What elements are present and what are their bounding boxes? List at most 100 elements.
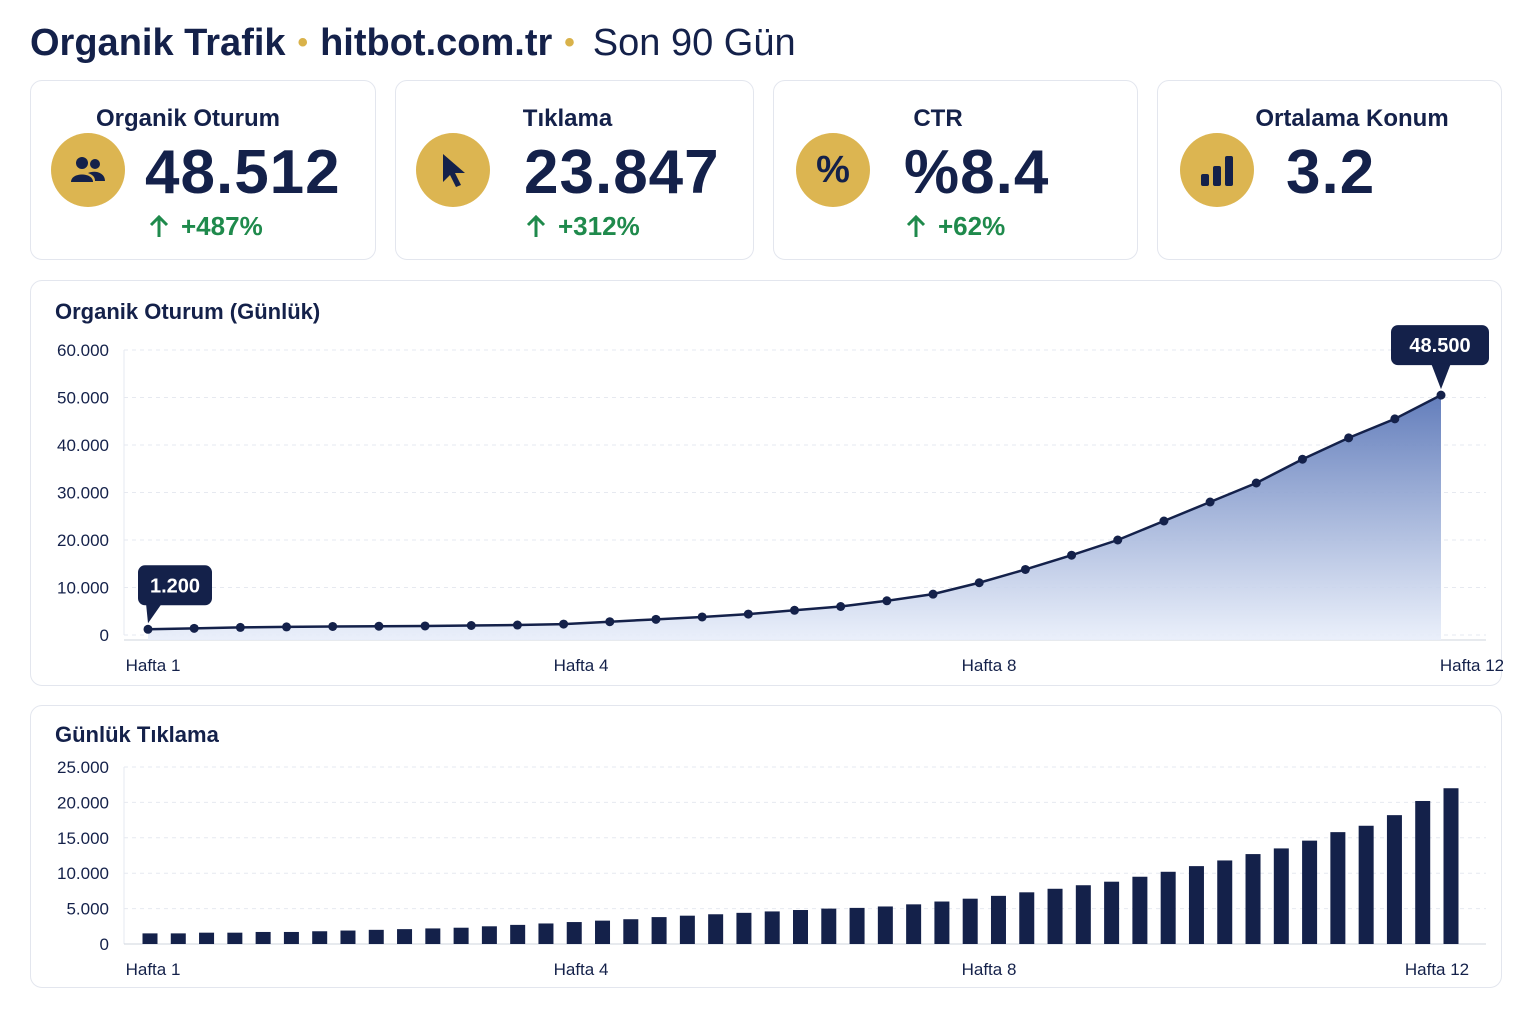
bar xyxy=(1386,815,1402,944)
data-point xyxy=(836,602,846,611)
bar xyxy=(623,919,639,944)
bar xyxy=(1358,825,1374,944)
bar xyxy=(1104,881,1120,944)
data-point xyxy=(928,589,938,599)
bar xyxy=(453,927,469,944)
y-tick-label: 50.000 xyxy=(57,389,109,408)
data-point xyxy=(1436,390,1446,400)
kpi-change-text: +312% xyxy=(558,211,640,241)
x-tick-label: Hafta 8 xyxy=(962,960,1017,979)
bar xyxy=(990,895,1006,944)
bar xyxy=(934,901,950,944)
bar xyxy=(1302,840,1318,944)
data-point xyxy=(1020,564,1030,574)
x-tick-label: Hafta 1 xyxy=(126,960,181,979)
sessions-line-chart: 0 10.000 20.000 30.000 40.000 50.000 60.000 Haf… xyxy=(57,325,1503,675)
bar xyxy=(425,928,441,944)
callout-label: 48.500 xyxy=(1409,335,1470,357)
bar xyxy=(906,904,922,944)
data-point xyxy=(1205,497,1215,507)
data-point xyxy=(1390,414,1400,424)
percent-icon: % xyxy=(796,133,870,207)
cursor-icon xyxy=(416,133,490,207)
bar xyxy=(1415,800,1431,944)
x-tick-label: Hafta 12 xyxy=(1405,960,1469,979)
kpi-card-organic-sessions: Organik Oturum 48.512 +487% xyxy=(30,80,376,260)
data-point xyxy=(790,605,799,615)
bar xyxy=(1160,871,1176,944)
bar xyxy=(793,910,808,944)
data-point xyxy=(235,622,245,632)
data-point xyxy=(282,622,292,632)
x-tick-label: Hafta 8 xyxy=(962,656,1017,675)
arrow-up-icon xyxy=(149,214,169,237)
bar xyxy=(227,932,243,944)
kpi-value: %8.4 xyxy=(904,138,1050,207)
data-point xyxy=(1344,433,1354,443)
bar xyxy=(142,933,158,944)
title-text: Organik Trafik xyxy=(30,21,286,64)
bar xyxy=(481,926,497,944)
clicks-bar-chart: 0 5.000 10.000 15.000 20.000 25.000 Hafta 1 Haf… xyxy=(57,758,1486,979)
data-point xyxy=(374,621,384,631)
kpi-change: +62% xyxy=(906,211,1005,242)
y-tick-label: 60.000 xyxy=(57,341,109,360)
value-callout: 1.200 xyxy=(138,565,212,624)
separator-dot: • xyxy=(297,26,309,59)
kpi-value: 3.2 xyxy=(1286,138,1376,207)
data-point xyxy=(743,609,753,619)
x-tick-label: Hafta 1 xyxy=(126,656,181,675)
bar xyxy=(283,931,299,944)
value-callout: 48.500 xyxy=(1391,325,1489,390)
data-point xyxy=(512,620,522,630)
page-title: Organik Trafik • hitbot.com.tr • Son 90 … xyxy=(30,18,796,68)
users-icon xyxy=(51,133,125,207)
bar xyxy=(595,920,611,944)
data-point xyxy=(974,578,984,588)
data-point xyxy=(651,614,661,624)
clicks-chart-panel: Günlük Tıklama 0 5.000 10.000 15.000 20.000 2… xyxy=(30,705,1502,988)
bar xyxy=(1188,866,1204,944)
bar xyxy=(170,933,186,944)
data-point xyxy=(1251,478,1261,488)
bar xyxy=(510,924,526,944)
data-point xyxy=(328,621,338,631)
data-point xyxy=(882,596,892,606)
kpi-value: 23.847 xyxy=(524,138,720,207)
callout-pointer xyxy=(146,603,162,624)
callout-pointer xyxy=(1431,363,1451,390)
bar xyxy=(312,931,328,944)
arrow-up-icon xyxy=(906,214,926,237)
bar xyxy=(566,922,582,944)
chart-title: Günlük Tıklama xyxy=(55,722,219,747)
bar xyxy=(1273,848,1289,944)
y-tick-label: 15.000 xyxy=(57,829,109,848)
kpi-card-avg-position: Ortalama Konum 3.2 xyxy=(1157,80,1502,260)
y-tick-label: 10.000 xyxy=(57,864,109,883)
period-label: Son 90 Gün xyxy=(592,21,796,64)
kpi-label: Organik Oturum xyxy=(95,105,281,132)
y-tick-label: 5.000 xyxy=(66,900,109,919)
kpi-value: 48.512 xyxy=(145,138,341,207)
kpi-label: Tıklama xyxy=(522,105,613,132)
y-tick-label: 30.000 xyxy=(57,484,109,503)
y-tick-label: 0 xyxy=(100,626,109,645)
x-tick-label: Hafta 4 xyxy=(554,656,609,675)
y-tick-label: 25.000 xyxy=(57,758,109,777)
bar xyxy=(1132,876,1148,944)
bar-chart-icon xyxy=(1180,133,1254,207)
y-tick-label: 40.000 xyxy=(57,436,109,455)
bar xyxy=(538,923,554,944)
data-point xyxy=(1297,454,1307,464)
bar xyxy=(708,914,724,944)
separator-dot: • xyxy=(564,26,575,59)
kpi-card-ctr: CTR % %8.4 +62% xyxy=(773,80,1138,260)
data-point xyxy=(1113,535,1123,545)
x-tick-label: Hafta 12 xyxy=(1440,656,1503,675)
y-tick-label: 10.000 xyxy=(57,579,109,598)
callout-box xyxy=(138,565,212,606)
kpi-label: CTR xyxy=(913,105,963,132)
bar xyxy=(255,931,271,944)
bar xyxy=(1075,885,1091,944)
data-point xyxy=(605,617,615,627)
